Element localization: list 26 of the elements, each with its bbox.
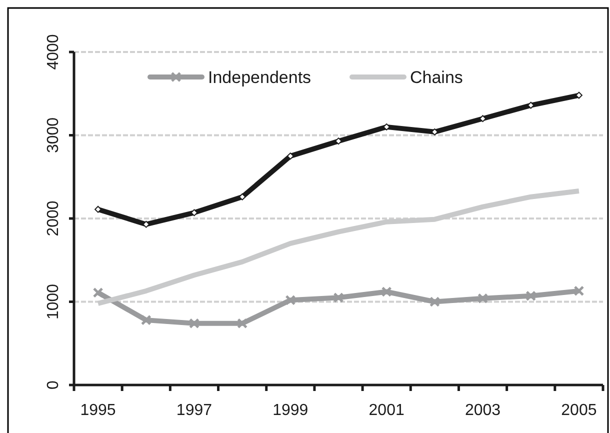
legend-label: Chains (410, 68, 463, 87)
point (333, 292, 344, 303)
y-tick-label: 1000 (45, 284, 62, 320)
point (237, 318, 248, 329)
point (286, 152, 294, 160)
point (429, 296, 440, 307)
point (140, 314, 152, 326)
point (285, 294, 296, 306)
point (478, 293, 488, 304)
x-tick-label: 1995 (80, 402, 116, 419)
x-tick-label: 1997 (176, 402, 212, 419)
point (526, 290, 536, 302)
point (381, 286, 392, 298)
y-tick-label: 0 (45, 380, 62, 390)
x-tick-label: 2005 (561, 402, 597, 419)
y-tick-label: 2000 (45, 200, 62, 236)
point (188, 318, 200, 329)
point (92, 287, 104, 298)
y-tick-label: 4000 (45, 34, 62, 70)
point (335, 138, 342, 145)
y-tick-label: 3000 (45, 117, 62, 154)
legend-label: Independents (208, 68, 312, 87)
x-tick-label: 1999 (272, 402, 308, 419)
x-tick-label: 2003 (464, 402, 501, 419)
point (574, 286, 584, 296)
x-tick-label: 2001 (368, 402, 404, 419)
